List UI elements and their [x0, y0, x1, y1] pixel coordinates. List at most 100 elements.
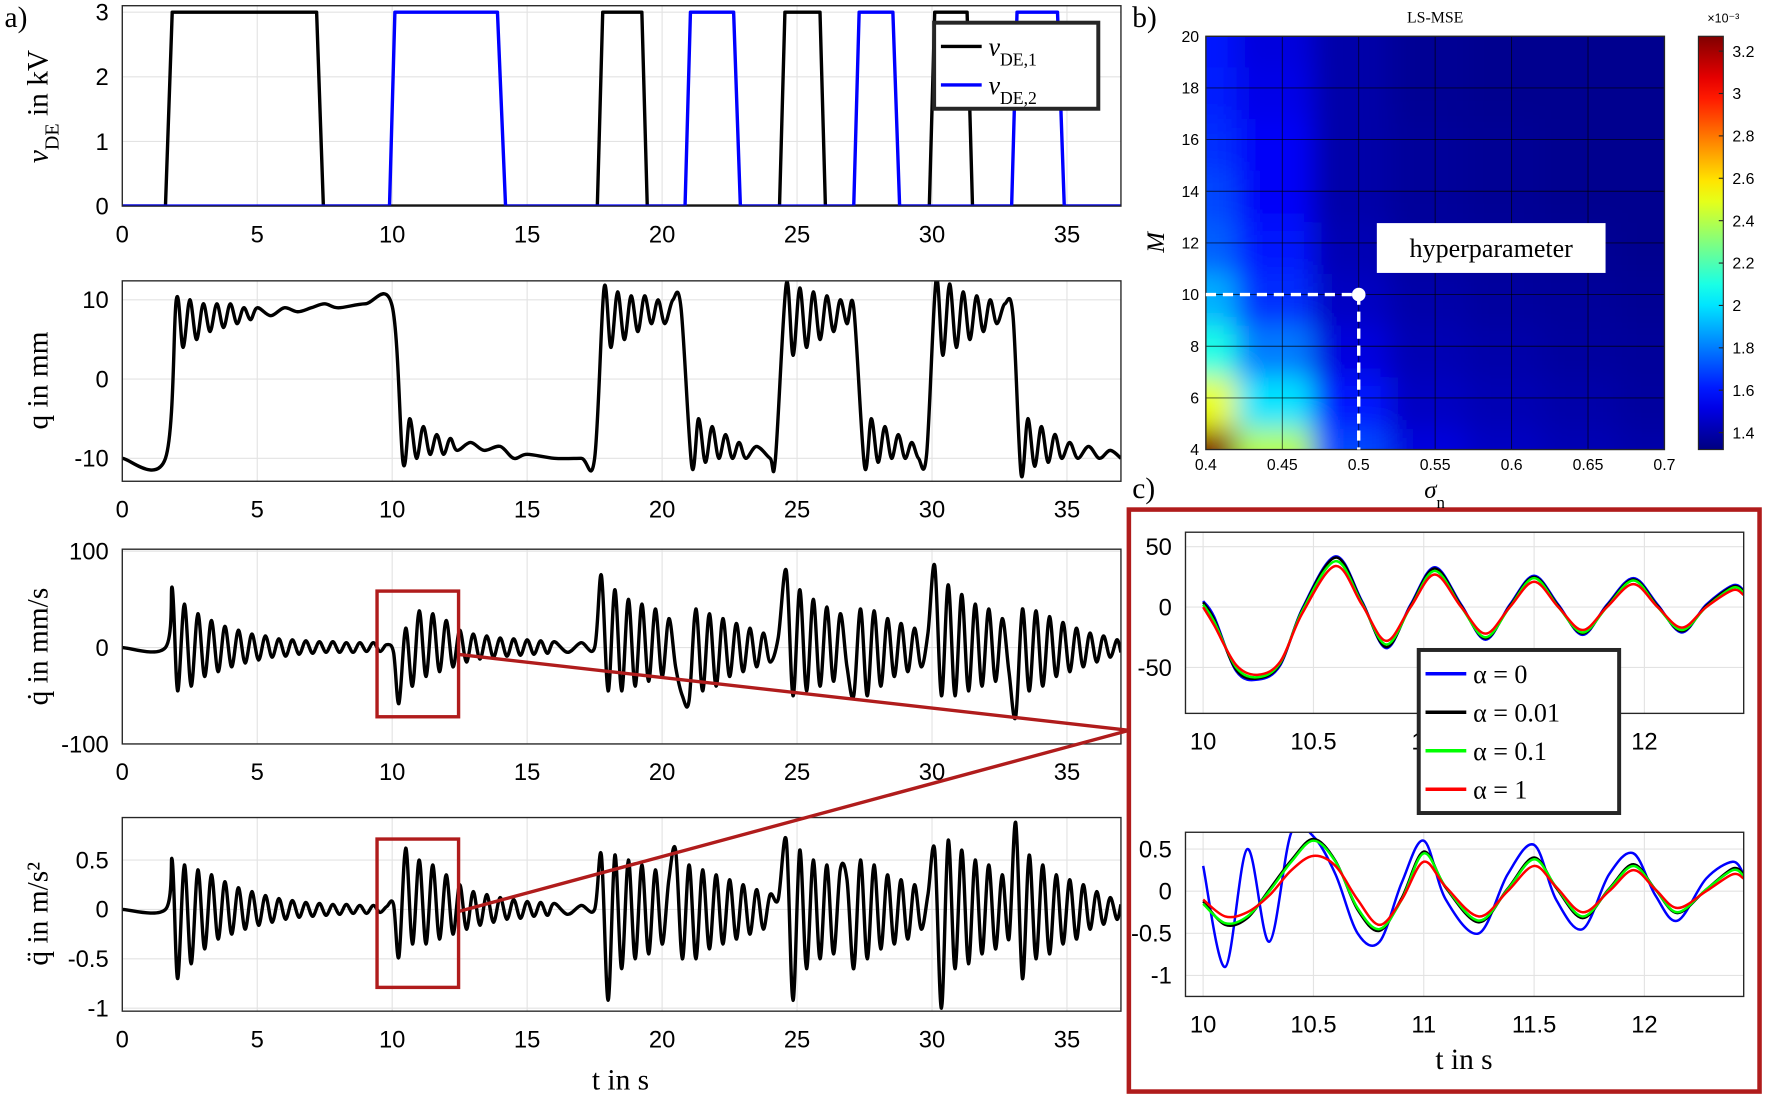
data-line [122, 562, 1121, 721]
data-line [122, 10, 1121, 207]
colorbar-tick-label: 2.4 [1732, 213, 1754, 230]
x-tick-label: 10 [379, 1026, 405, 1053]
panel: -10 0 10 0 5 10 15 20 25 30 35 q in mm [23, 280, 1122, 523]
x-tick-label: 0 [116, 1026, 129, 1053]
x-tick-label: 15 [514, 1026, 540, 1053]
colorbar-tick-label: 1.4 [1732, 425, 1754, 442]
y-tick-label: 2 [95, 64, 108, 91]
x-tick-label: 10 [379, 496, 405, 523]
x-axis-label-sub: n [1436, 493, 1445, 512]
x-tick-label: 0.7 [1653, 457, 1675, 474]
x-tick-label: 35 [1054, 1026, 1080, 1053]
x-tick-label: 15 [514, 221, 540, 248]
y-axis-label-main: v [23, 149, 55, 163]
zoom-box [375, 589, 461, 719]
x-tick-label: 10.5 [1290, 729, 1336, 756]
zoom-box [375, 837, 461, 990]
x-tick-label: 5 [251, 221, 264, 248]
y-axis-label: q̇ in mm/s [23, 588, 55, 706]
y-tick-label: 0 [95, 897, 108, 924]
x-tick-label: 0.5 [1348, 457, 1370, 474]
y-tick-label: 10 [82, 287, 108, 314]
data-line [122, 280, 1121, 479]
x-tick-label: 30 [919, 496, 945, 523]
x-tick-label: 0 [116, 496, 129, 523]
series-lines [122, 10, 1121, 207]
y-tick-label: 0 [95, 635, 108, 662]
y-tick-label: 16 [1181, 132, 1199, 149]
y-axis-label-rest: in kV [23, 50, 55, 124]
y-tick-label: 0 [95, 366, 108, 393]
y-axis-label: vDE in kV [23, 50, 64, 163]
panel-label: a) [5, 2, 28, 34]
x-tick-label: 25 [784, 496, 810, 523]
x-tick-label: 10 [1190, 1012, 1216, 1039]
zoom-indicators [375, 589, 1130, 990]
panel: -1 -0.5 0 0.5 0 5 10 15 20 25 30 35 q̈ in m/s² t in s [23, 816, 1122, 1095]
x-tick-label: 15 [514, 759, 540, 786]
y-axis-label: M [1143, 231, 1170, 254]
y-tick-label: 12 [1181, 235, 1199, 252]
panel-label: c) [1132, 473, 1155, 505]
series-lines [122, 562, 1121, 721]
zoom-frame [1126, 507, 1762, 1094]
x-tick-label: 35 [1054, 221, 1080, 248]
colorbar-tick-label: 1.6 [1732, 383, 1754, 400]
y-tick-label: 0 [1159, 594, 1172, 621]
panel: -1 -0.5 0 0.5 10 10.5 11 11.5 12 t in s [1131, 831, 1745, 1076]
y-axis-label-sub: DE [42, 123, 64, 150]
colorbar-exponent: ×10⁻³ [1707, 12, 1739, 26]
x-tick-label: 10 [379, 759, 405, 786]
x-tick-label: 0.4 [1195, 457, 1217, 474]
x-tick-label: 0 [116, 759, 129, 786]
x-tick-label: 20 [649, 221, 675, 248]
legend-box [932, 20, 1101, 111]
colorbar-tick-label: 2 [1732, 298, 1741, 315]
plot-frame [121, 280, 1122, 482]
colorbar-tick-label: 3 [1732, 86, 1741, 103]
x-tick-label: 5 [251, 759, 264, 786]
y-tick-label: 3 [95, 0, 108, 26]
y-tick-label: 1 [95, 129, 108, 156]
y-tick-label: 18 [1181, 80, 1199, 97]
zoom-connector [458, 652, 1130, 733]
series-lines [122, 820, 1121, 1010]
legend-label: α = 0.1 [1473, 737, 1547, 766]
colorbar-tick-label: 2.6 [1732, 171, 1754, 188]
x-tick-label: 20 [649, 1026, 675, 1053]
x-tick-label: 5 [251, 496, 264, 523]
y-tick-label: 4 [1190, 442, 1199, 459]
colorbar-tick-label: 3.2 [1732, 44, 1754, 61]
legend-label-sub: DE,1 [1000, 50, 1037, 70]
legend-label-sub: DE,2 [1000, 88, 1037, 108]
marker-point [1351, 287, 1366, 302]
y-tick-label: -50 [1138, 655, 1172, 682]
data-line [122, 820, 1121, 1010]
x-tick-label: 0 [116, 221, 129, 248]
legend-label-main: v [988, 71, 1000, 100]
data-line [1201, 832, 1744, 969]
data-line [1202, 564, 1744, 677]
x-axis-label-main: σ [1424, 477, 1438, 504]
colorbar [1697, 35, 1724, 451]
x-tick-label: 12 [1631, 1012, 1657, 1039]
plot-frame [121, 816, 1122, 1012]
x-tick-label: 10 [379, 221, 405, 248]
y-tick-label: -1 [1151, 963, 1172, 990]
plot-frame [121, 548, 1122, 745]
y-tick-label: 6 [1190, 390, 1199, 407]
x-tick-label: 20 [649, 759, 675, 786]
x-tick-label: 0.45 [1267, 457, 1298, 474]
legend-label: α = 0 [1473, 660, 1527, 689]
x-tick-label: 12 [1631, 729, 1657, 756]
x-axis-label: σn [1424, 477, 1445, 512]
annotation: hyperparameter [1410, 234, 1574, 263]
x-tick-label: 10.5 [1290, 1012, 1336, 1039]
x-tick-label: 25 [784, 1026, 810, 1053]
x-tick-label: 35 [1054, 496, 1080, 523]
y-axis-label: q in mm [23, 331, 55, 429]
legend-label: vDE,1 [988, 33, 1036, 70]
x-tick-label: 0.6 [1501, 457, 1523, 474]
